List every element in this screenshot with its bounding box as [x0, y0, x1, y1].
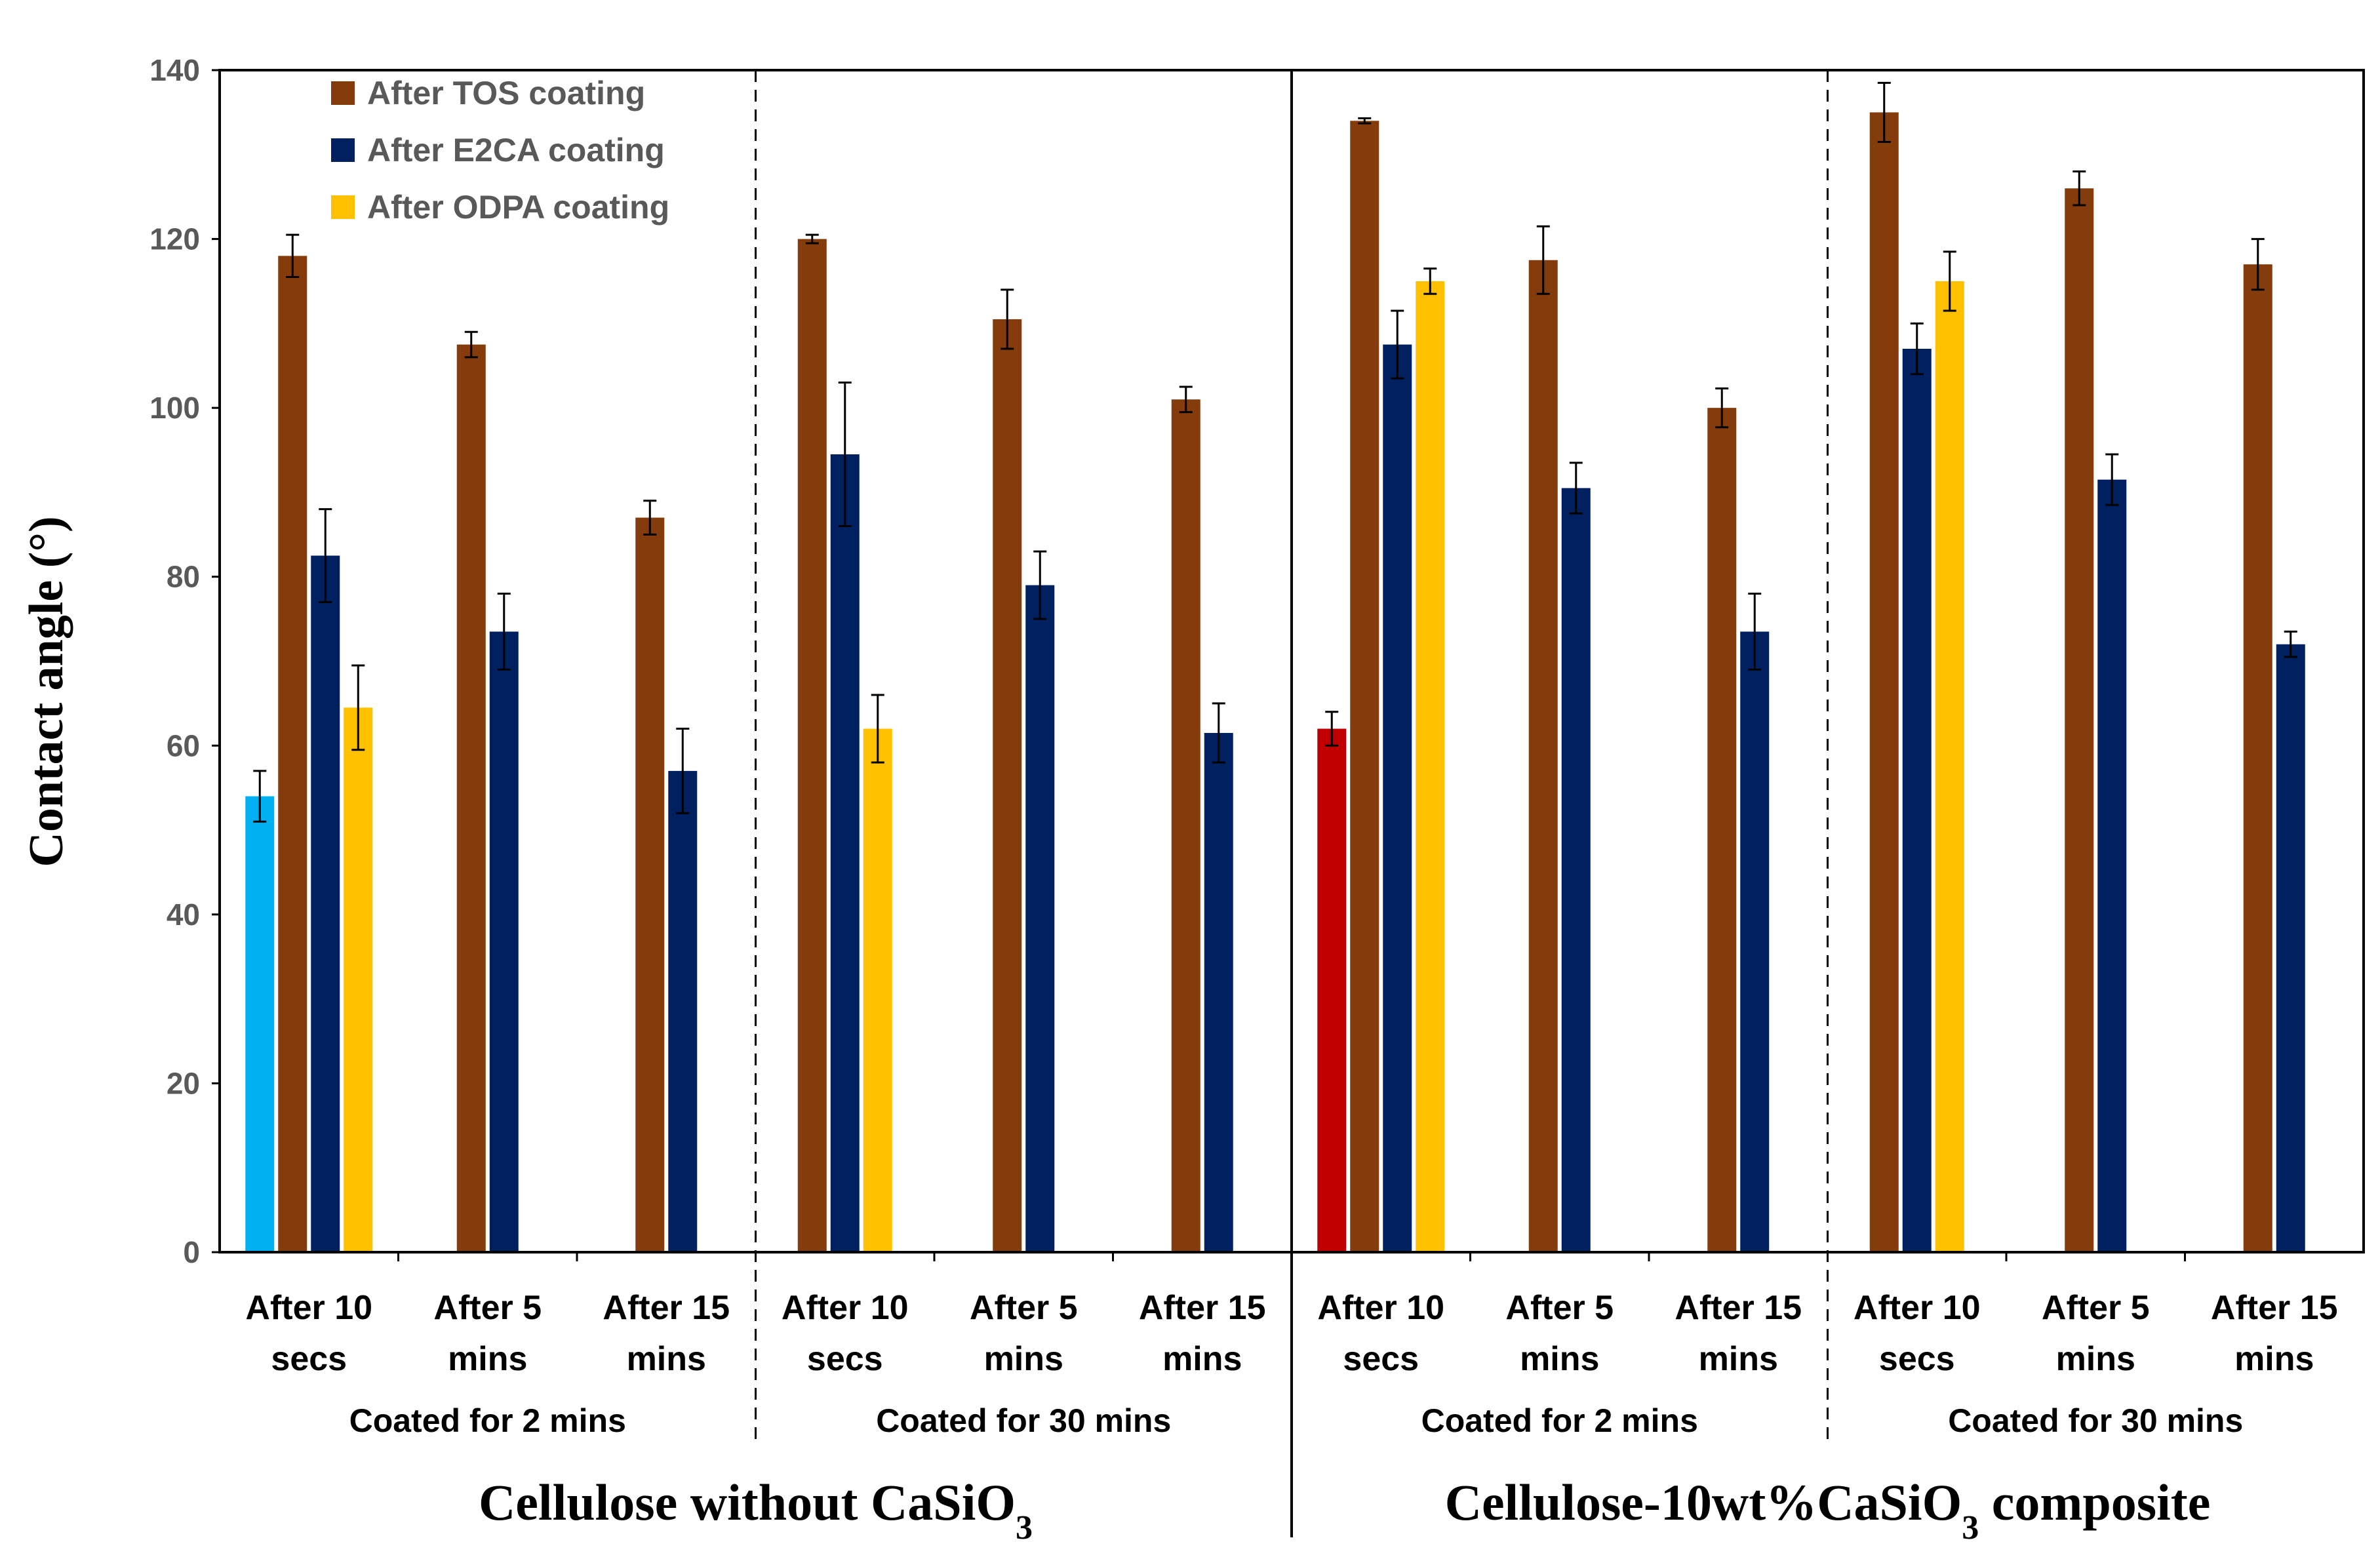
category-label: After 5 mins	[2042, 1289, 2150, 1378]
legend: After TOS coating After E2CA coating After…	[331, 75, 669, 226]
after-e2ca-coating-bar	[1204, 732, 1233, 1252]
y-tick-label: 40	[167, 898, 200, 932]
category-label: After 5 mins	[433, 1289, 542, 1378]
after-e2ca-coating-bar	[489, 631, 519, 1252]
category-label: After 10 secs	[245, 1289, 372, 1378]
after-tos-coating-bar	[635, 517, 665, 1253]
legend-swatch-after-e2ca-coating	[331, 138, 355, 162]
after-e2ca-coating-bar	[2276, 644, 2305, 1252]
category-label: After 15 mins	[2211, 1289, 2338, 1378]
after-tos-coating-bar	[456, 344, 486, 1252]
after-tos-coating-bar	[1528, 260, 1558, 1253]
after-tos-coating-bar	[993, 319, 1022, 1252]
group-label: Cellulose without CaSiO3	[479, 1474, 1033, 1547]
after-e2ca-coating-bar	[1025, 585, 1055, 1252]
after-tos-coating-bar	[1869, 112, 1899, 1253]
category-label: After 15 mins	[603, 1289, 730, 1378]
y-tick-label: 60	[167, 728, 200, 762]
legend-swatch-after-odpa-coating	[331, 195, 355, 219]
y-tick-label: 20	[167, 1066, 200, 1100]
uncoated-bar	[245, 796, 275, 1252]
subgroup-label: Coated for 30 mins	[1948, 1402, 2243, 1439]
uncoated-bar	[1317, 728, 1347, 1252]
bars-layer	[245, 81, 2305, 1253]
after-e2ca-coating-bar	[2097, 479, 2127, 1252]
category-label: After 10 secs	[1854, 1289, 1981, 1378]
after-e2ca-coating-bar	[668, 770, 698, 1252]
after-tos-coating-bar	[2065, 188, 2094, 1252]
legend-label-after-tos-coating: After TOS coating	[367, 75, 645, 111]
y-tick-label: 0	[183, 1235, 200, 1269]
category-label: After 10 secs	[1317, 1289, 1444, 1378]
after-tos-coating-bar	[797, 239, 827, 1253]
after-tos-coating-bar	[1171, 399, 1200, 1252]
subgroup-label: Coated for 30 mins	[876, 1402, 1171, 1439]
after-e2ca-coating-bar	[1740, 631, 1770, 1252]
subgroup-label: Coated for 2 mins	[349, 1402, 626, 1439]
after-e2ca-coating-bar	[830, 454, 860, 1252]
legend-label-after-e2ca-coating: After E2CA coating	[367, 132, 665, 168]
after-tos-coating-bar	[1707, 408, 1737, 1253]
after-odpa-coating-bar	[344, 707, 373, 1252]
y-axis-title: Contact angle (°)	[20, 516, 73, 867]
after-e2ca-coating-bar	[311, 555, 340, 1253]
after-odpa-coating-bar	[863, 728, 892, 1252]
y-tick-label: 120	[149, 222, 200, 256]
legend-label-after-odpa-coating: After ODPA coating	[367, 189, 669, 226]
category-label: After 10 secs	[782, 1289, 909, 1378]
y-tick-label: 100	[149, 391, 200, 425]
category-label: After 15 mins	[1139, 1289, 1266, 1378]
after-tos-coating-bar	[2243, 264, 2272, 1252]
y-tick-label: 140	[149, 53, 200, 87]
axis-layer: 0 20 40 60 80 100 120 140	[149, 53, 2365, 1537]
y-tick-label: 80	[167, 560, 200, 594]
after-odpa-coating-bar	[1416, 281, 1445, 1252]
after-e2ca-coating-bar	[1561, 488, 1591, 1252]
after-tos-coating-bar	[1350, 121, 1379, 1252]
labels-layer: After 10 secs After 5 mins After 15 mins After…	[245, 1289, 2337, 1547]
subgroup-label: Coated for 2 mins	[1421, 1402, 1698, 1439]
legend-swatch-after-tos-coating	[331, 81, 355, 105]
category-label: After 5 mins	[1505, 1289, 1614, 1378]
category-label: After 5 mins	[970, 1289, 1078, 1378]
after-odpa-coating-bar	[1935, 281, 1964, 1252]
group-label: Cellulose-10wt%CaSiO3 composite	[1445, 1474, 2211, 1547]
after-tos-coating-bar	[278, 256, 307, 1252]
category-label: After 15 mins	[1675, 1289, 1802, 1378]
after-e2ca-coating-bar	[1902, 348, 1932, 1252]
after-e2ca-coating-bar	[1383, 344, 1412, 1252]
